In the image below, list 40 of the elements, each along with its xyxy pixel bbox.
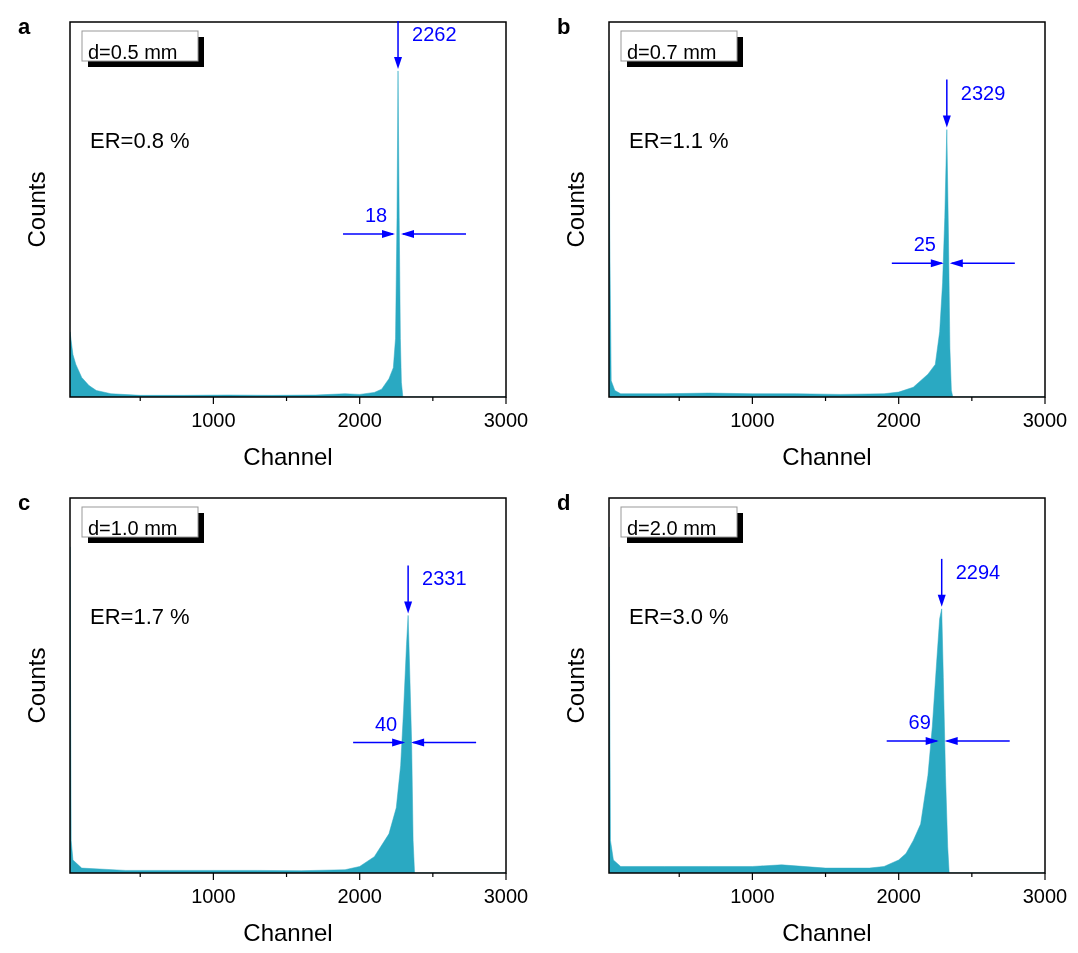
annotation: 2294: [955, 560, 1001, 583]
x-tick-label: 2000: [337, 885, 382, 907]
annotation: ER=3.0 %: [629, 604, 729, 629]
annotation: 2329: [960, 81, 1006, 104]
x-tick-label: 1000: [191, 885, 236, 907]
chart-title: d: [557, 490, 571, 515]
annotation: ER=1.7 %: [90, 604, 190, 629]
text: d=1.0 mm: [88, 517, 178, 540]
y-axis-title: Counts: [562, 171, 589, 248]
x-tick-label: 3000: [1022, 409, 1068, 431]
x-axis-title: Channel: [782, 443, 872, 470]
y-axis-title: Counts: [23, 647, 50, 724]
x-tick-label: 1000: [730, 409, 775, 431]
x-axis-title: Channel: [782, 919, 872, 946]
x-tick-label: 3000: [483, 409, 529, 431]
text: d=0.7 mm: [627, 41, 717, 64]
x-tick-label: 2000: [876, 409, 921, 431]
annotation: ER=1.1 %: [629, 128, 729, 153]
annotation: 69: [908, 710, 931, 733]
x-tick-label: 1000: [730, 885, 775, 907]
x-tick-label: 2000: [876, 885, 921, 907]
annotation: 25: [913, 233, 936, 256]
text: d=0.5 mm: [88, 41, 178, 64]
x-tick-label: 3000: [1022, 885, 1068, 907]
x-tick-label: 1000: [191, 409, 236, 431]
chart-title: a: [18, 14, 31, 39]
annotation: ER=0.8 %: [90, 128, 190, 153]
x-tick-label: 2000: [337, 409, 382, 431]
annotation: 2262: [412, 22, 457, 45]
text: d=2.0 mm: [627, 517, 717, 540]
annotation: 40: [374, 712, 398, 735]
x-tick-label: 3000: [483, 885, 529, 907]
annotation: 2331: [422, 567, 467, 590]
x-axis-title: Channel: [243, 919, 333, 946]
chart-title: c: [18, 490, 31, 515]
annotation: 18: [364, 203, 388, 226]
x-axis-title: Channel: [243, 443, 333, 470]
chart-title: b: [557, 14, 571, 39]
y-axis-title: Counts: [562, 647, 589, 724]
y-axis-title: Counts: [23, 171, 50, 248]
